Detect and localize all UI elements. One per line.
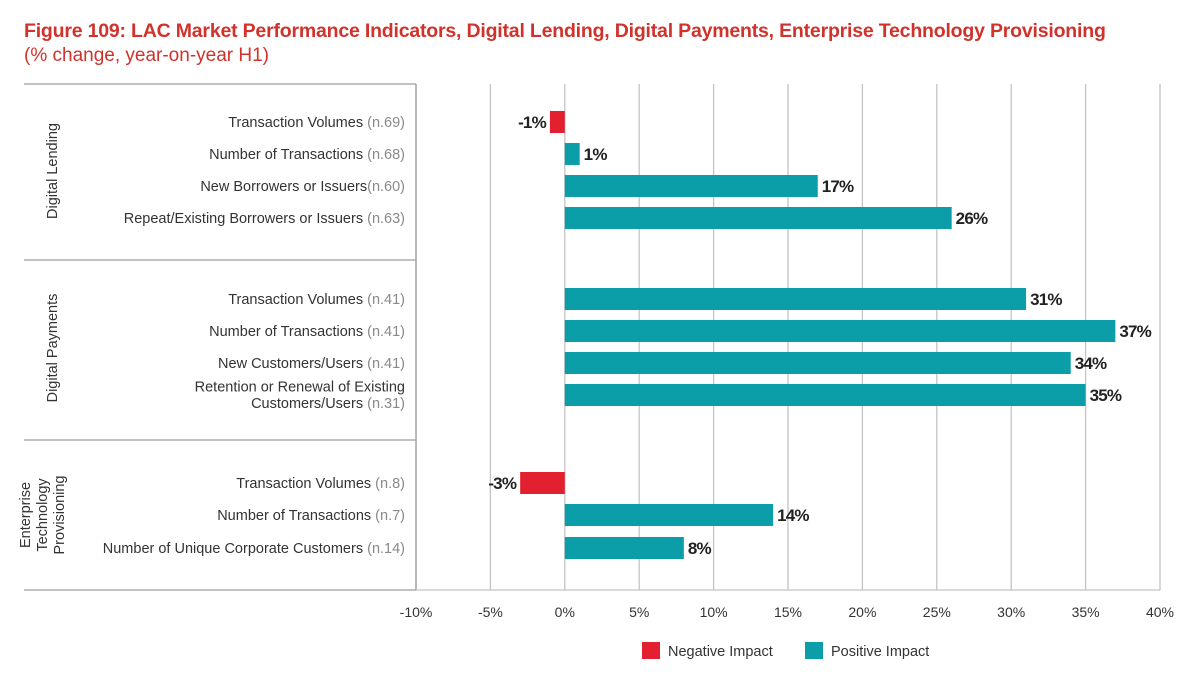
category-label-line: Repeat/Existing Borrowers or Issuers <box>124 211 367 227</box>
category-label: Transaction Volumes (n.41) <box>228 292 405 308</box>
x-tick-label: 15% <box>774 604 802 620</box>
sample-size: (n.41) <box>367 292 405 308</box>
data-label: 26% <box>956 209 988 228</box>
sample-size: (n.60) <box>367 179 405 195</box>
group-label-line: Digital Payments <box>45 294 61 403</box>
data-label: -3% <box>488 474 517 493</box>
data-label: 34% <box>1075 354 1107 373</box>
data-label: 31% <box>1030 290 1062 309</box>
data-label: 14% <box>777 506 809 525</box>
sample-size: (n.31) <box>367 396 405 412</box>
category-label-line: Transaction Volumes <box>228 292 367 308</box>
data-label: 1% <box>584 145 608 164</box>
category-label: Repeat/Existing Borrowers or Issuers (n.… <box>124 211 405 227</box>
sample-size: (n.41) <box>367 324 405 340</box>
category-label-line: Transaction Volumes <box>236 476 375 492</box>
bar <box>564 320 1116 342</box>
category-label-line: New Customers/Users <box>218 356 367 372</box>
x-tick-label: 20% <box>848 604 876 620</box>
sample-size: (n.69) <box>367 115 405 131</box>
data-label: 35% <box>1090 386 1122 405</box>
category-label-line: Customers/Users <box>251 396 367 412</box>
x-tick-label: 10% <box>700 604 728 620</box>
category-label: Number of Transactions (n.41) <box>209 324 405 340</box>
x-tick-label: 35% <box>1072 604 1100 620</box>
category-labels: Digital Lending Transaction Volumes (n.69… <box>18 115 405 557</box>
chart-title: Figure 109: LAC Market Performance Indic… <box>24 20 1106 42</box>
legend-label: Negative Impact <box>668 644 773 660</box>
category-label: Number of Unique Corporate Customers (n.… <box>103 541 405 557</box>
group-label-line: Digital Lending <box>45 123 61 219</box>
bar <box>564 384 1086 406</box>
x-tick-label: 40% <box>1146 604 1174 620</box>
bar <box>564 352 1071 374</box>
group-label-line: Enterprise <box>18 482 34 548</box>
sample-size: (n.7) <box>375 508 405 524</box>
bars <box>520 111 1116 559</box>
group-label: Digital Payments <box>45 294 61 403</box>
x-tick-label: 0% <box>555 604 575 620</box>
chart-subtitle: (% change, year-on-year H1) <box>24 45 269 66</box>
category-label: Number of Transactions (n.68) <box>209 147 405 163</box>
group-label-line: Provisioning <box>52 476 68 555</box>
category-label-line: Number of Transactions <box>217 508 375 524</box>
category-label: Number of Transactions (n.7) <box>217 508 405 524</box>
bar <box>564 537 684 559</box>
x-axis-ticks: -10% -5% 0% 5% 10% 15% 20% 25% 30% 35% 40% <box>400 604 1174 620</box>
sample-size: (n.8) <box>375 476 405 492</box>
category-label: Retention or Renewal of Existing Customer… <box>195 380 405 413</box>
category-label: New Customers/Users (n.41) <box>218 356 405 372</box>
chart-frame <box>24 83 1160 591</box>
bar <box>549 111 565 133</box>
category-label-line: Retention or Renewal of Existing <box>195 380 405 396</box>
legend: Negative Impact Positive Impact <box>642 642 929 660</box>
data-labels: -1% 1% 17% 26% 31% 37% 34% 35% -3% 14% 8% <box>488 113 1152 558</box>
legend-label: Positive Impact <box>831 644 929 660</box>
x-tick-label: 25% <box>923 604 951 620</box>
category-label: Transaction Volumes (n.69) <box>228 115 405 131</box>
bar <box>564 175 818 197</box>
group-label: EnterpriseTechnologyProvisioning <box>18 476 68 555</box>
bar <box>564 288 1027 310</box>
group-label-line: Technology <box>35 478 51 552</box>
data-label: 37% <box>1119 322 1151 341</box>
group-label: Digital Lending <box>45 123 61 219</box>
x-tick-label: -10% <box>400 604 433 620</box>
category-label-line: Number of Transactions <box>209 147 367 163</box>
sample-size: (n.63) <box>367 211 405 227</box>
sample-size: (n.68) <box>367 147 405 163</box>
category-label: Transaction Volumes (n.8) <box>236 476 405 492</box>
data-label: -1% <box>518 113 547 132</box>
x-tick-label: 5% <box>629 604 649 620</box>
data-label: 8% <box>688 539 712 558</box>
category-label-line: Transaction Volumes <box>228 115 367 131</box>
bar <box>564 207 952 229</box>
data-label: 17% <box>822 177 854 196</box>
category-label-line: Number of Transactions <box>209 324 367 340</box>
category-label: New Borrowers or Issuers(n.60) <box>200 179 405 195</box>
bar <box>564 143 580 165</box>
sample-size: (n.14) <box>367 541 405 557</box>
legend-swatch <box>642 642 660 659</box>
x-tick-label: 30% <box>997 604 1025 620</box>
x-tick-label: -5% <box>478 604 503 620</box>
category-label-line: Number of Unique Corporate Customers <box>103 541 367 557</box>
legend-swatch <box>805 642 823 659</box>
sample-size: (n.41) <box>367 356 405 372</box>
category-label-line: New Borrowers or Issuers <box>200 179 367 195</box>
bar <box>564 504 774 526</box>
bar <box>520 472 565 494</box>
